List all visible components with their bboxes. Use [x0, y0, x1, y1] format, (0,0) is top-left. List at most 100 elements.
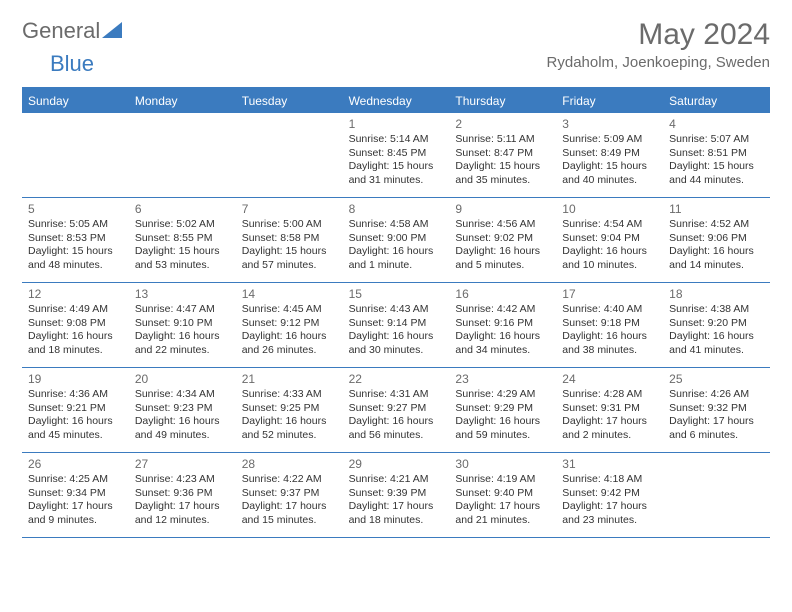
location-subtitle: Rydaholm, Joenkoeping, Sweden — [547, 54, 770, 71]
calendar-day: 10Sunrise: 4:54 AMSunset: 9:04 PMDayligh… — [556, 198, 663, 282]
day-info-line: Daylight: 17 hours — [455, 500, 550, 513]
day-info-line: Sunset: 9:18 PM — [562, 317, 657, 330]
day-info-line: Sunrise: 5:09 AM — [562, 133, 657, 146]
calendar-weeks: 1Sunrise: 5:14 AMSunset: 8:45 PMDaylight… — [22, 113, 770, 538]
day-info-line: Sunrise: 5:07 AM — [669, 133, 764, 146]
day-info-line: and 40 minutes. — [562, 174, 657, 187]
calendar-day: 15Sunrise: 4:43 AMSunset: 9:14 PMDayligh… — [343, 283, 450, 367]
day-number: 15 — [349, 287, 444, 302]
day-number: 3 — [562, 117, 657, 132]
day-info-line: Sunrise: 4:45 AM — [242, 303, 337, 316]
day-info-line: Sunrise: 4:52 AM — [669, 218, 764, 231]
calendar-day: 30Sunrise: 4:19 AMSunset: 9:40 PMDayligh… — [449, 453, 556, 537]
day-info-line: Daylight: 15 hours — [562, 160, 657, 173]
day-info-line: Sunset: 9:23 PM — [135, 402, 230, 415]
day-number: 22 — [349, 372, 444, 387]
day-info-line: Sunset: 9:14 PM — [349, 317, 444, 330]
day-info-line: Sunrise: 4:28 AM — [562, 388, 657, 401]
dow-sat: Saturday — [663, 89, 770, 113]
day-info-line: and 9 minutes. — [28, 514, 123, 527]
calendar: Sunday Monday Tuesday Wednesday Thursday… — [22, 87, 770, 538]
calendar-day: 20Sunrise: 4:34 AMSunset: 9:23 PMDayligh… — [129, 368, 236, 452]
day-number: 2 — [455, 117, 550, 132]
day-info-line: Sunset: 9:31 PM — [562, 402, 657, 415]
calendar-day: 11Sunrise: 4:52 AMSunset: 9:06 PMDayligh… — [663, 198, 770, 282]
day-info-line: Sunrise: 4:34 AM — [135, 388, 230, 401]
calendar-day: 24Sunrise: 4:28 AMSunset: 9:31 PMDayligh… — [556, 368, 663, 452]
day-info-line: Sunset: 8:47 PM — [455, 147, 550, 160]
day-info-line: Daylight: 16 hours — [242, 330, 337, 343]
day-info-line: Sunrise: 4:31 AM — [349, 388, 444, 401]
day-info-line: and 45 minutes. — [28, 429, 123, 442]
day-info-line: Daylight: 15 hours — [669, 160, 764, 173]
day-info-line: Daylight: 16 hours — [135, 415, 230, 428]
calendar-day: 7Sunrise: 5:00 AMSunset: 8:58 PMDaylight… — [236, 198, 343, 282]
day-info-line: Daylight: 17 hours — [669, 415, 764, 428]
calendar-day-empty — [22, 113, 129, 197]
day-number: 7 — [242, 202, 337, 217]
day-number: 11 — [669, 202, 764, 217]
day-info-line: Sunset: 9:12 PM — [242, 317, 337, 330]
day-info-line: Sunset: 9:34 PM — [28, 487, 123, 500]
day-info-line: Daylight: 15 hours — [242, 245, 337, 258]
calendar-day: 29Sunrise: 4:21 AMSunset: 9:39 PMDayligh… — [343, 453, 450, 537]
day-number: 5 — [28, 202, 123, 217]
day-info-line: Sunset: 9:27 PM — [349, 402, 444, 415]
calendar-day: 17Sunrise: 4:40 AMSunset: 9:18 PMDayligh… — [556, 283, 663, 367]
day-info-line: Sunset: 9:16 PM — [455, 317, 550, 330]
day-info-line: and 52 minutes. — [242, 429, 337, 442]
day-info-line: Daylight: 16 hours — [349, 245, 444, 258]
calendar-day: 16Sunrise: 4:42 AMSunset: 9:16 PMDayligh… — [449, 283, 556, 367]
day-info-line: Sunrise: 5:11 AM — [455, 133, 550, 146]
day-info-line: and 1 minute. — [349, 259, 444, 272]
day-number: 20 — [135, 372, 230, 387]
day-number: 17 — [562, 287, 657, 302]
day-info-line: and 18 minutes. — [28, 344, 123, 357]
day-info-line: Sunrise: 4:25 AM — [28, 473, 123, 486]
day-info-line: and 44 minutes. — [669, 174, 764, 187]
calendar-day: 19Sunrise: 4:36 AMSunset: 9:21 PMDayligh… — [22, 368, 129, 452]
day-number: 30 — [455, 457, 550, 472]
calendar-day: 28Sunrise: 4:22 AMSunset: 9:37 PMDayligh… — [236, 453, 343, 537]
day-info-line: Sunset: 9:40 PM — [455, 487, 550, 500]
day-info-line: Sunset: 9:02 PM — [455, 232, 550, 245]
day-info-line: and 10 minutes. — [562, 259, 657, 272]
dow-mon: Monday — [129, 89, 236, 113]
calendar-week: 5Sunrise: 5:05 AMSunset: 8:53 PMDaylight… — [22, 198, 770, 283]
calendar-day-empty — [129, 113, 236, 197]
day-info-line: Daylight: 16 hours — [562, 330, 657, 343]
day-info-line: Sunset: 8:45 PM — [349, 147, 444, 160]
day-info-line: Sunrise: 4:40 AM — [562, 303, 657, 316]
calendar-week: 12Sunrise: 4:49 AMSunset: 9:08 PMDayligh… — [22, 283, 770, 368]
day-number: 18 — [669, 287, 764, 302]
day-info-line: and 21 minutes. — [455, 514, 550, 527]
day-info-line: Daylight: 16 hours — [669, 245, 764, 258]
day-info-line: Sunrise: 4:54 AM — [562, 218, 657, 231]
day-info-line: Sunset: 8:49 PM — [562, 147, 657, 160]
day-info-line: Sunrise: 4:58 AM — [349, 218, 444, 231]
dow-wed: Wednesday — [343, 89, 450, 113]
day-info-line: Daylight: 16 hours — [349, 330, 444, 343]
day-info-line: and 48 minutes. — [28, 259, 123, 272]
day-info-line: Sunset: 9:21 PM — [28, 402, 123, 415]
day-info-line: Daylight: 16 hours — [349, 415, 444, 428]
day-info-line: Daylight: 16 hours — [135, 330, 230, 343]
day-info-line: and 30 minutes. — [349, 344, 444, 357]
day-number: 26 — [28, 457, 123, 472]
day-info-line: Sunrise: 4:47 AM — [135, 303, 230, 316]
day-info-line: and 6 minutes. — [669, 429, 764, 442]
calendar-day-empty — [236, 113, 343, 197]
calendar-day: 25Sunrise: 4:26 AMSunset: 9:32 PMDayligh… — [663, 368, 770, 452]
day-info-line: Sunrise: 4:38 AM — [669, 303, 764, 316]
day-info-line: Sunset: 9:32 PM — [669, 402, 764, 415]
calendar-day: 3Sunrise: 5:09 AMSunset: 8:49 PMDaylight… — [556, 113, 663, 197]
day-info-line: Sunrise: 4:18 AM — [562, 473, 657, 486]
day-number: 14 — [242, 287, 337, 302]
day-number: 8 — [349, 202, 444, 217]
day-info-line: and 26 minutes. — [242, 344, 337, 357]
calendar-day: 8Sunrise: 4:58 AMSunset: 9:00 PMDaylight… — [343, 198, 450, 282]
day-info-line: Sunrise: 4:56 AM — [455, 218, 550, 231]
day-info-line: and 23 minutes. — [562, 514, 657, 527]
day-info-line: Daylight: 17 hours — [242, 500, 337, 513]
day-info-line: Sunrise: 4:22 AM — [242, 473, 337, 486]
